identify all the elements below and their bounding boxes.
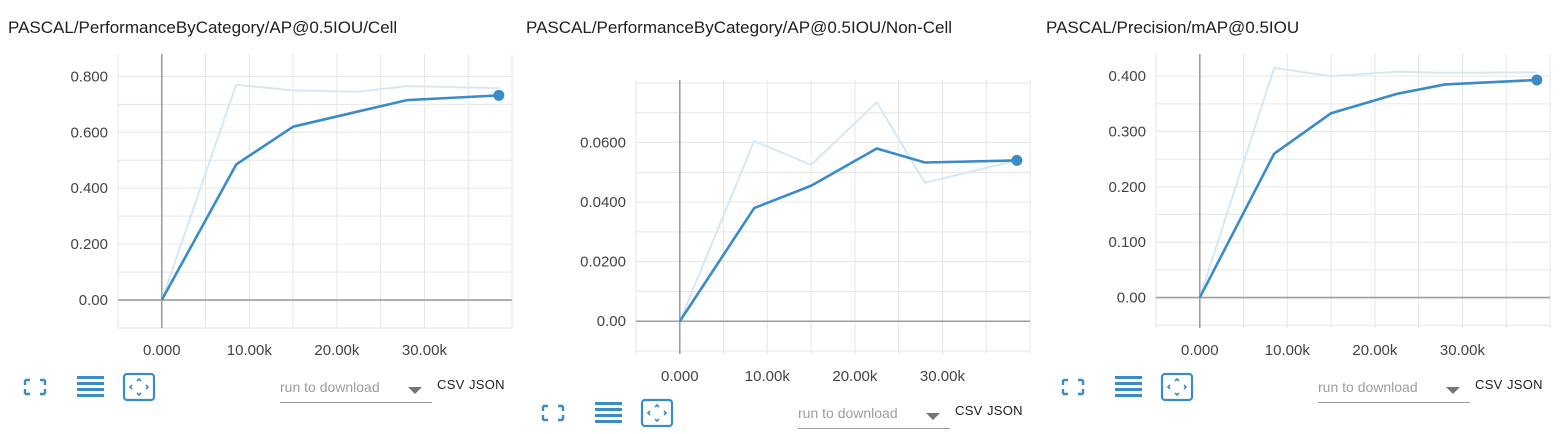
x-tick-label: 0.000 [143,342,181,359]
y-tick-label: 0.300 [1108,123,1146,140]
toggle-log-scale-button[interactable] [74,372,108,402]
raw-series-line [678,101,1018,322]
csv-download-link[interactable]: CSV [1475,377,1503,392]
json-download-link[interactable]: JSON [1507,377,1543,392]
fullscreen-button[interactable] [18,372,52,402]
x-tick-label: 20.00k [832,368,878,385]
fit-domain-icon [640,398,674,428]
y-tick-label: 0.00 [79,292,108,309]
chart-card-ap-cell: PASCAL/PerformanceByCategory/AP@0.5IOU/C… [8,0,516,434]
last-point-marker[interactable] [1531,74,1543,86]
data-table-icon [1115,376,1142,397]
x-tick-label: 30.00k [402,342,448,359]
data-table-icon [77,376,104,397]
fullscreen-icon [1061,378,1085,396]
last-point-marker[interactable] [1011,154,1023,166]
grid [1155,54,1551,328]
chevron-down-icon [1446,387,1460,394]
x-tick-label: 20.00k [314,342,360,359]
x-tick-label: 10.00k [1265,342,1311,359]
y-tick-label: 0.600 [70,124,108,141]
fullscreen-button[interactable] [1056,372,1090,402]
grid [635,80,1031,354]
fullscreen-icon [541,404,565,422]
chart-card-ap-non-cell: PASCAL/PerformanceByCategory/AP@0.5IOU/N… [526,0,1034,434]
x-tick-label: 20.00k [1352,342,1398,359]
run-select-placeholder: run to download [280,379,380,395]
x-tick-label: 30.00k [920,368,966,385]
run-select-placeholder: run to download [798,405,898,421]
chevron-down-icon [408,387,422,394]
fit-domain-icon [122,372,156,402]
toggle-log-scale-button[interactable] [1112,372,1146,402]
smoothed-series-line [678,147,1017,322]
smoothed-series-line [1198,78,1537,299]
fullscreen-icon [23,378,47,396]
y-tick-label: 0.800 [70,68,108,85]
x-tick-label: 30.00k [1440,342,1486,359]
y-tick-label: 0.400 [1108,68,1146,85]
raw-series-line [1198,66,1537,298]
x-tick-label: 10.00k [227,342,273,359]
x-tick-label: 10.00k [745,368,791,385]
fullscreen-button[interactable] [536,398,570,428]
chart-toolbar: run to download CSV JSON [18,372,516,406]
y-tick-label: 0.00 [1117,290,1146,307]
y-tick-label: 0.0600 [580,135,626,152]
fit-domain-button[interactable] [640,398,674,428]
x-tick-label: 0.000 [661,368,699,385]
smoothed-series-line [160,94,499,301]
grid [117,54,513,329]
raw-series-line [160,83,499,301]
toggle-log-scale-button[interactable] [592,398,626,428]
chevron-down-icon [926,413,940,420]
run-select[interactable]: run to download [1318,376,1470,403]
csv-download-link[interactable]: CSV [437,377,465,392]
chart-toolbar: run to download CSV JSON [536,398,1034,432]
run-select-placeholder: run to download [1318,379,1418,395]
chart-title: PASCAL/Precision/mAP@0.5IOU [1046,18,1300,37]
y-tick-label: 0.0400 [580,194,626,211]
fit-domain-button[interactable] [1160,372,1194,402]
y-tick-label: 0.200 [70,236,108,253]
line-chart-ap-cell[interactable]: 0.00 0.200 0.400 0.600 0.800 0.000 10.00k 20.00… [8,46,516,366]
fit-domain-button[interactable] [122,372,156,402]
y-tick-label: 0.0200 [580,254,626,271]
line-chart-ap-non-cell[interactable]: 0.00 0.0200 0.0400 0.0600 0.000 10.00k 20.00k 3… [526,72,1034,392]
last-point-marker[interactable] [493,89,505,101]
chart-title: PASCAL/PerformanceByCategory/AP@0.5IOU/N… [526,18,953,37]
run-select[interactable]: run to download [798,402,950,429]
x-tick-label: 0.000 [1181,342,1219,359]
y-tick-label: 0.400 [70,180,108,197]
csv-download-link[interactable]: CSV [955,403,983,418]
chart-card-map: PASCAL/Precision/mAP@0.5IOU 0.00 0.100 0.2… [1046,0,1554,434]
json-download-link[interactable]: JSON [469,377,505,392]
run-select[interactable]: run to download [280,376,432,403]
line-chart-map[interactable]: 0.00 0.100 0.200 0.300 0.400 0.000 10.00k 20.00… [1046,46,1554,366]
y-tick-label: 0.100 [1108,234,1146,251]
chart-toolbar: run to download CSV JSON [1056,372,1554,406]
json-download-link[interactable]: JSON [987,403,1023,418]
y-tick-label: 0.200 [1108,179,1146,196]
chart-title: PASCAL/PerformanceByCategory/AP@0.5IOU/C… [8,18,398,37]
data-table-icon [595,402,622,423]
y-tick-label: 0.00 [597,313,626,330]
fit-domain-icon [1160,372,1194,402]
